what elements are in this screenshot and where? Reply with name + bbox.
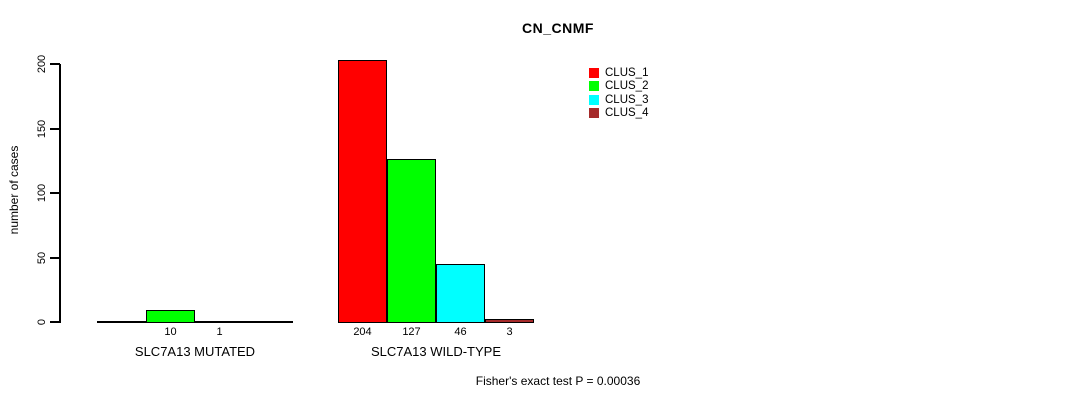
legend-row: CLUS_1 xyxy=(589,66,648,80)
y-axis-title: number of cases xyxy=(7,145,21,235)
legend-label: CLUS_2 xyxy=(605,80,649,93)
legend-row: CLUS_4 xyxy=(589,107,648,121)
y-tick-mark xyxy=(50,321,60,323)
bar-clus_1 xyxy=(97,321,146,323)
y-tick-mark xyxy=(50,192,60,194)
legend-label: CLUS_4 xyxy=(605,107,649,120)
legend-swatch-icon xyxy=(589,81,599,92)
legend-row: CLUS_3 xyxy=(589,93,648,107)
legend-swatch-icon xyxy=(589,67,599,78)
fisher-test-note: Fisher's exact test P = 0.00036 xyxy=(475,374,641,388)
chart-legend: CLUS_1 CLUS_2 CLUS_3 CLUS_4 xyxy=(589,66,648,120)
y-tick-label: 100 xyxy=(36,183,48,203)
bar-clus_1 xyxy=(338,60,387,323)
bar-clus_4 xyxy=(244,321,293,323)
bar-value-label: 3 xyxy=(506,326,513,338)
group-label: SLC7A13 WILD-TYPE xyxy=(370,344,502,359)
legend-label: CLUS_3 xyxy=(605,93,649,106)
legend-label: CLUS_1 xyxy=(605,66,649,79)
bar-value-label: 204 xyxy=(353,326,372,338)
bar-value-label: 1 xyxy=(216,326,223,338)
y-tick-mark xyxy=(50,127,60,130)
y-tick-label: 50 xyxy=(36,251,48,264)
y-tick-label: 150 xyxy=(36,119,48,138)
bar-value-label: 127 xyxy=(402,326,421,338)
legend-row: CLUS_2 xyxy=(589,80,648,94)
bar-clus_2 xyxy=(146,310,195,323)
legend-swatch-icon xyxy=(589,108,599,119)
bar-clus_3 xyxy=(436,264,485,323)
y-tick-label: 200 xyxy=(36,54,48,74)
y-tick-mark xyxy=(50,256,60,259)
bar-clus_4 xyxy=(485,319,534,323)
bar-value-label: 46 xyxy=(454,326,467,338)
y-tick-label: 0 xyxy=(36,318,48,326)
bar-clus_3 xyxy=(195,321,244,323)
group-label: SLC7A13 MUTATED xyxy=(134,344,256,359)
y-tick-mark xyxy=(50,63,60,65)
bar-clus_2 xyxy=(387,159,436,323)
y-axis-line xyxy=(59,64,61,323)
legend-swatch-icon xyxy=(589,94,599,105)
chart-title: CN_CNMF xyxy=(522,20,594,36)
bar-value-label: 10 xyxy=(164,326,177,338)
